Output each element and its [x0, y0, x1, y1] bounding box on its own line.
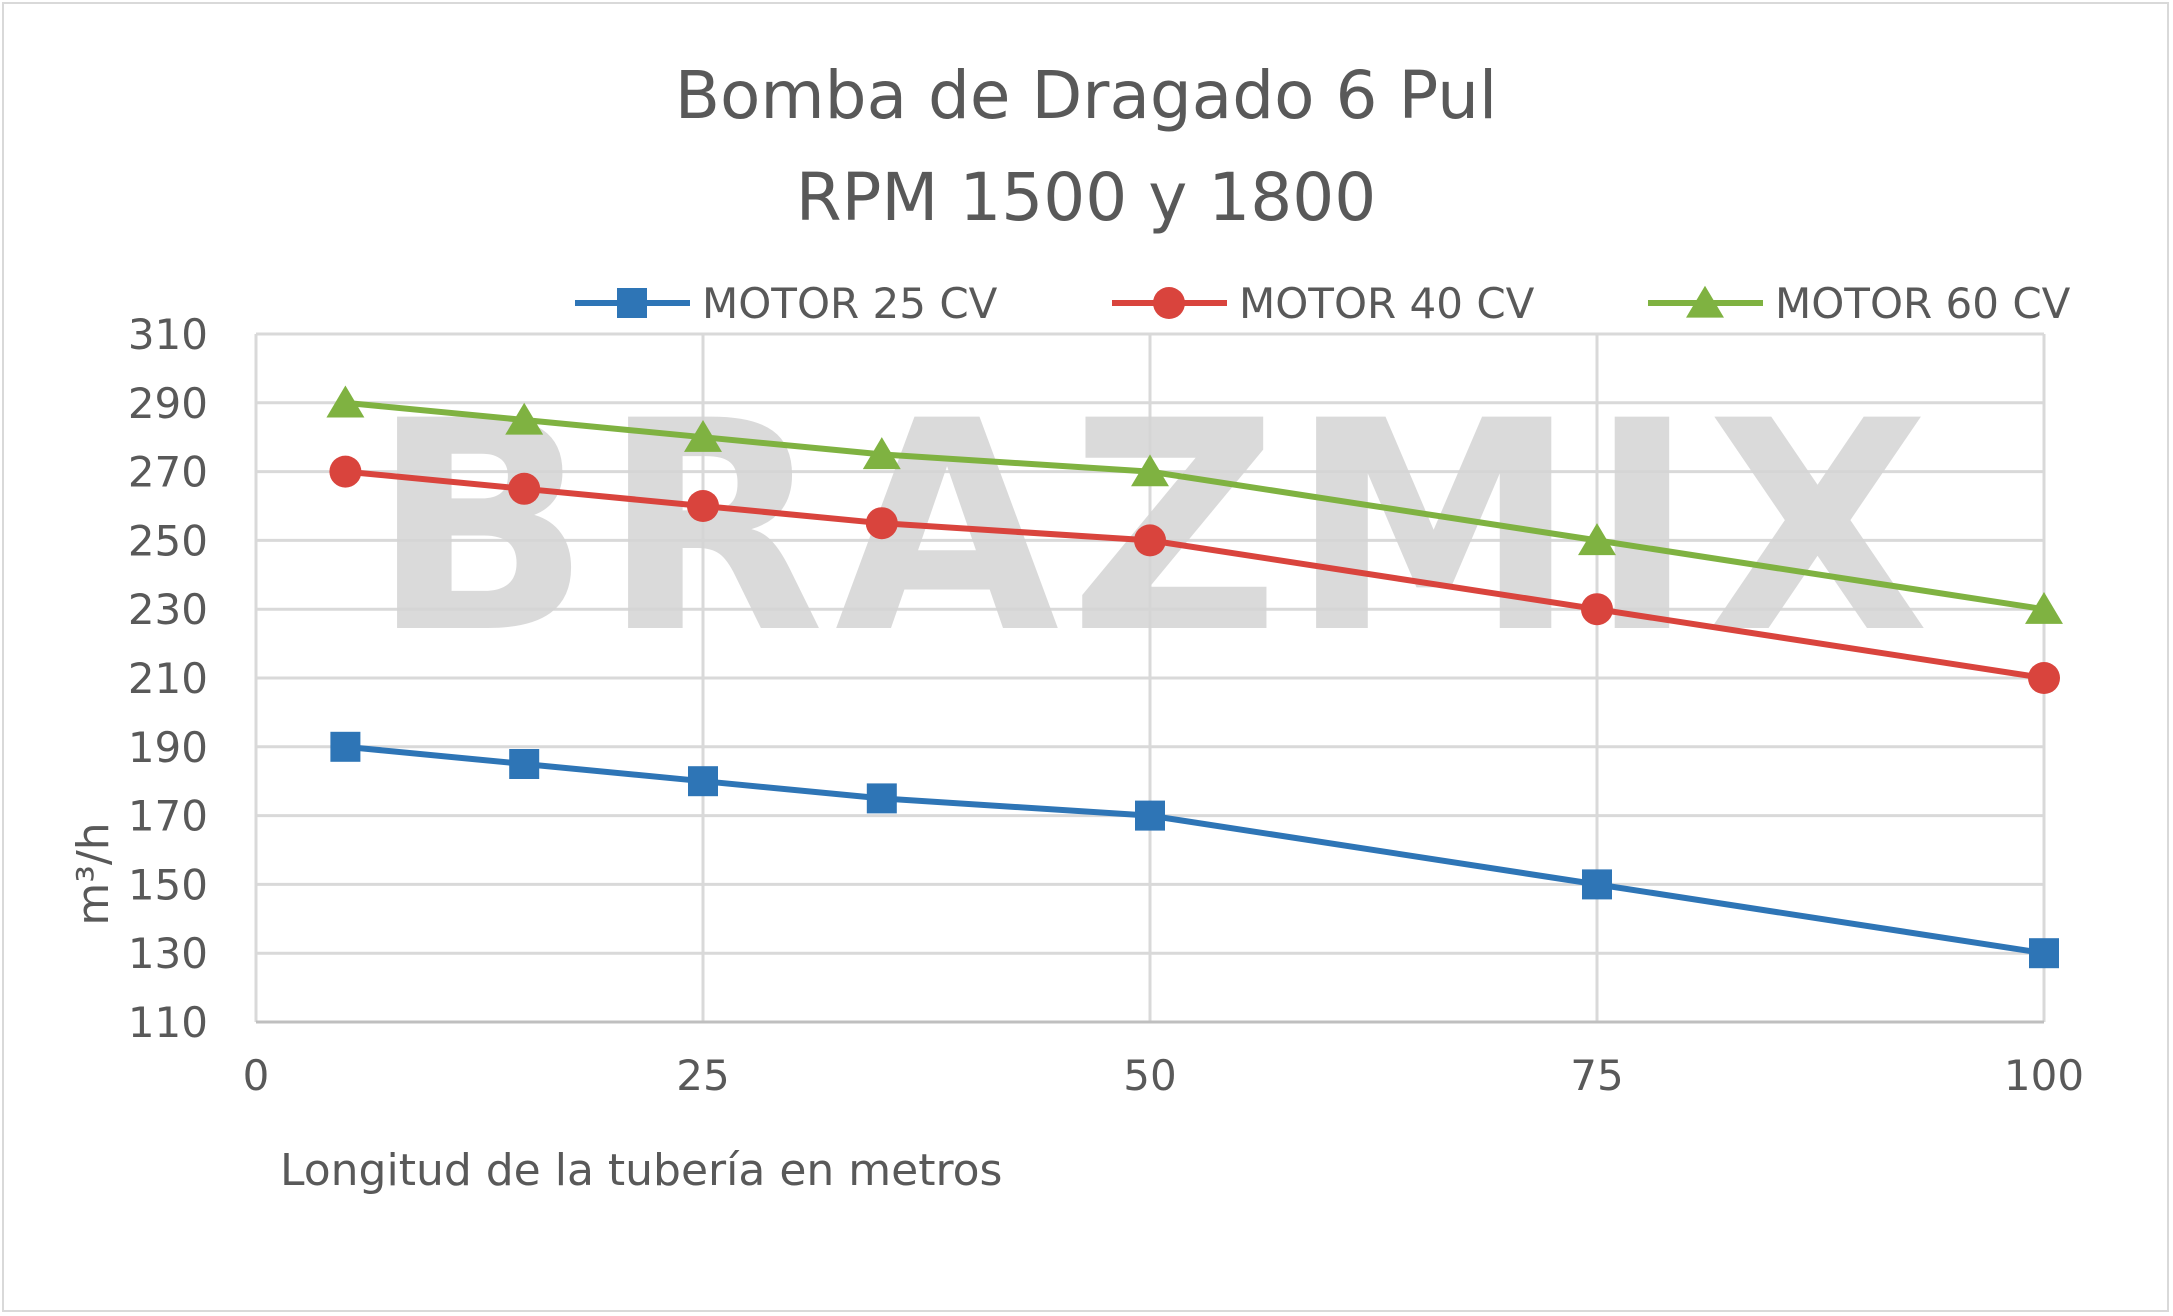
legend-label-3: MOTOR 60 CV	[1775, 279, 2071, 328]
data-point-series-3	[1131, 454, 1169, 487]
data-point-series-3	[326, 385, 365, 418]
y-tick-label: 150	[128, 860, 208, 909]
data-point-series-1	[866, 783, 897, 814]
x-tick-label: 100	[2004, 1051, 2084, 1100]
x-tick-label: 50	[1123, 1051, 1176, 1100]
data-point-series-2	[1581, 593, 1613, 626]
y-tick-label: 310	[128, 310, 208, 359]
y-tick-label: 270	[128, 448, 208, 497]
chart-title: Bomba de Dragado 6 Pul	[675, 57, 1498, 134]
series-line-1	[345, 743, 2045, 957]
data-point-series-2	[329, 455, 362, 488]
gridlines	[254, 332, 2046, 1022]
data-point-series-1	[1582, 869, 1612, 900]
data-point-series-3	[862, 437, 901, 470]
data-point-series-2	[508, 472, 541, 505]
series-group	[326, 385, 2063, 969]
y-axis-label: m³/h	[68, 822, 119, 925]
data-point-series-1	[688, 766, 718, 797]
y-tick-label: 290	[128, 379, 208, 428]
data-point-series-2	[2028, 662, 2060, 694]
data-point-series-2	[1134, 524, 1166, 557]
legend-marker-2	[1153, 287, 1185, 319]
data-point-series-3	[684, 419, 722, 452]
x-tick-label: 25	[676, 1051, 729, 1100]
legend-label-2: MOTOR 40 CV	[1239, 279, 1535, 328]
data-point-series-3	[1578, 523, 1616, 556]
y-tick-label: 110	[128, 998, 208, 1047]
legend: MOTOR 25 CV MOTOR 40 CV MOTOR 60 CV	[575, 279, 2071, 328]
chart-subtitle: RPM 1500 y 1800	[796, 159, 1377, 236]
y-tick-label: 230	[128, 585, 208, 634]
data-point-series-3	[2025, 591, 2063, 624]
data-point-series-1	[1135, 800, 1165, 831]
legend-marker-3	[1686, 285, 1724, 318]
data-point-series-1	[2029, 938, 2059, 969]
x-tick-label: 0	[243, 1051, 270, 1100]
axes: 110 130 150 170 190 210 230 250 270 290 310 0 25 50 75…	[128, 310, 2084, 1100]
y-tick-label: 130	[128, 929, 208, 978]
y-axis-label-text: m³/h	[68, 822, 119, 925]
legend-label-1: MOTOR 25 CV	[702, 279, 998, 328]
data-point-series-2	[687, 490, 719, 522]
data-point-series-3	[505, 402, 544, 435]
legend-marker-1	[617, 288, 647, 318]
y-tick-label: 250	[128, 516, 208, 565]
data-point-series-2	[865, 507, 898, 540]
x-tick-label: 75	[1570, 1051, 1623, 1100]
data-point-series-1	[509, 749, 540, 779]
y-tick-label: 170	[128, 792, 208, 841]
x-axis-label: Longitud de la tubería en metros	[280, 1145, 1002, 1196]
y-tick-label: 190	[128, 723, 208, 772]
y-tick-label: 210	[128, 654, 208, 703]
data-point-series-1	[330, 731, 361, 762]
